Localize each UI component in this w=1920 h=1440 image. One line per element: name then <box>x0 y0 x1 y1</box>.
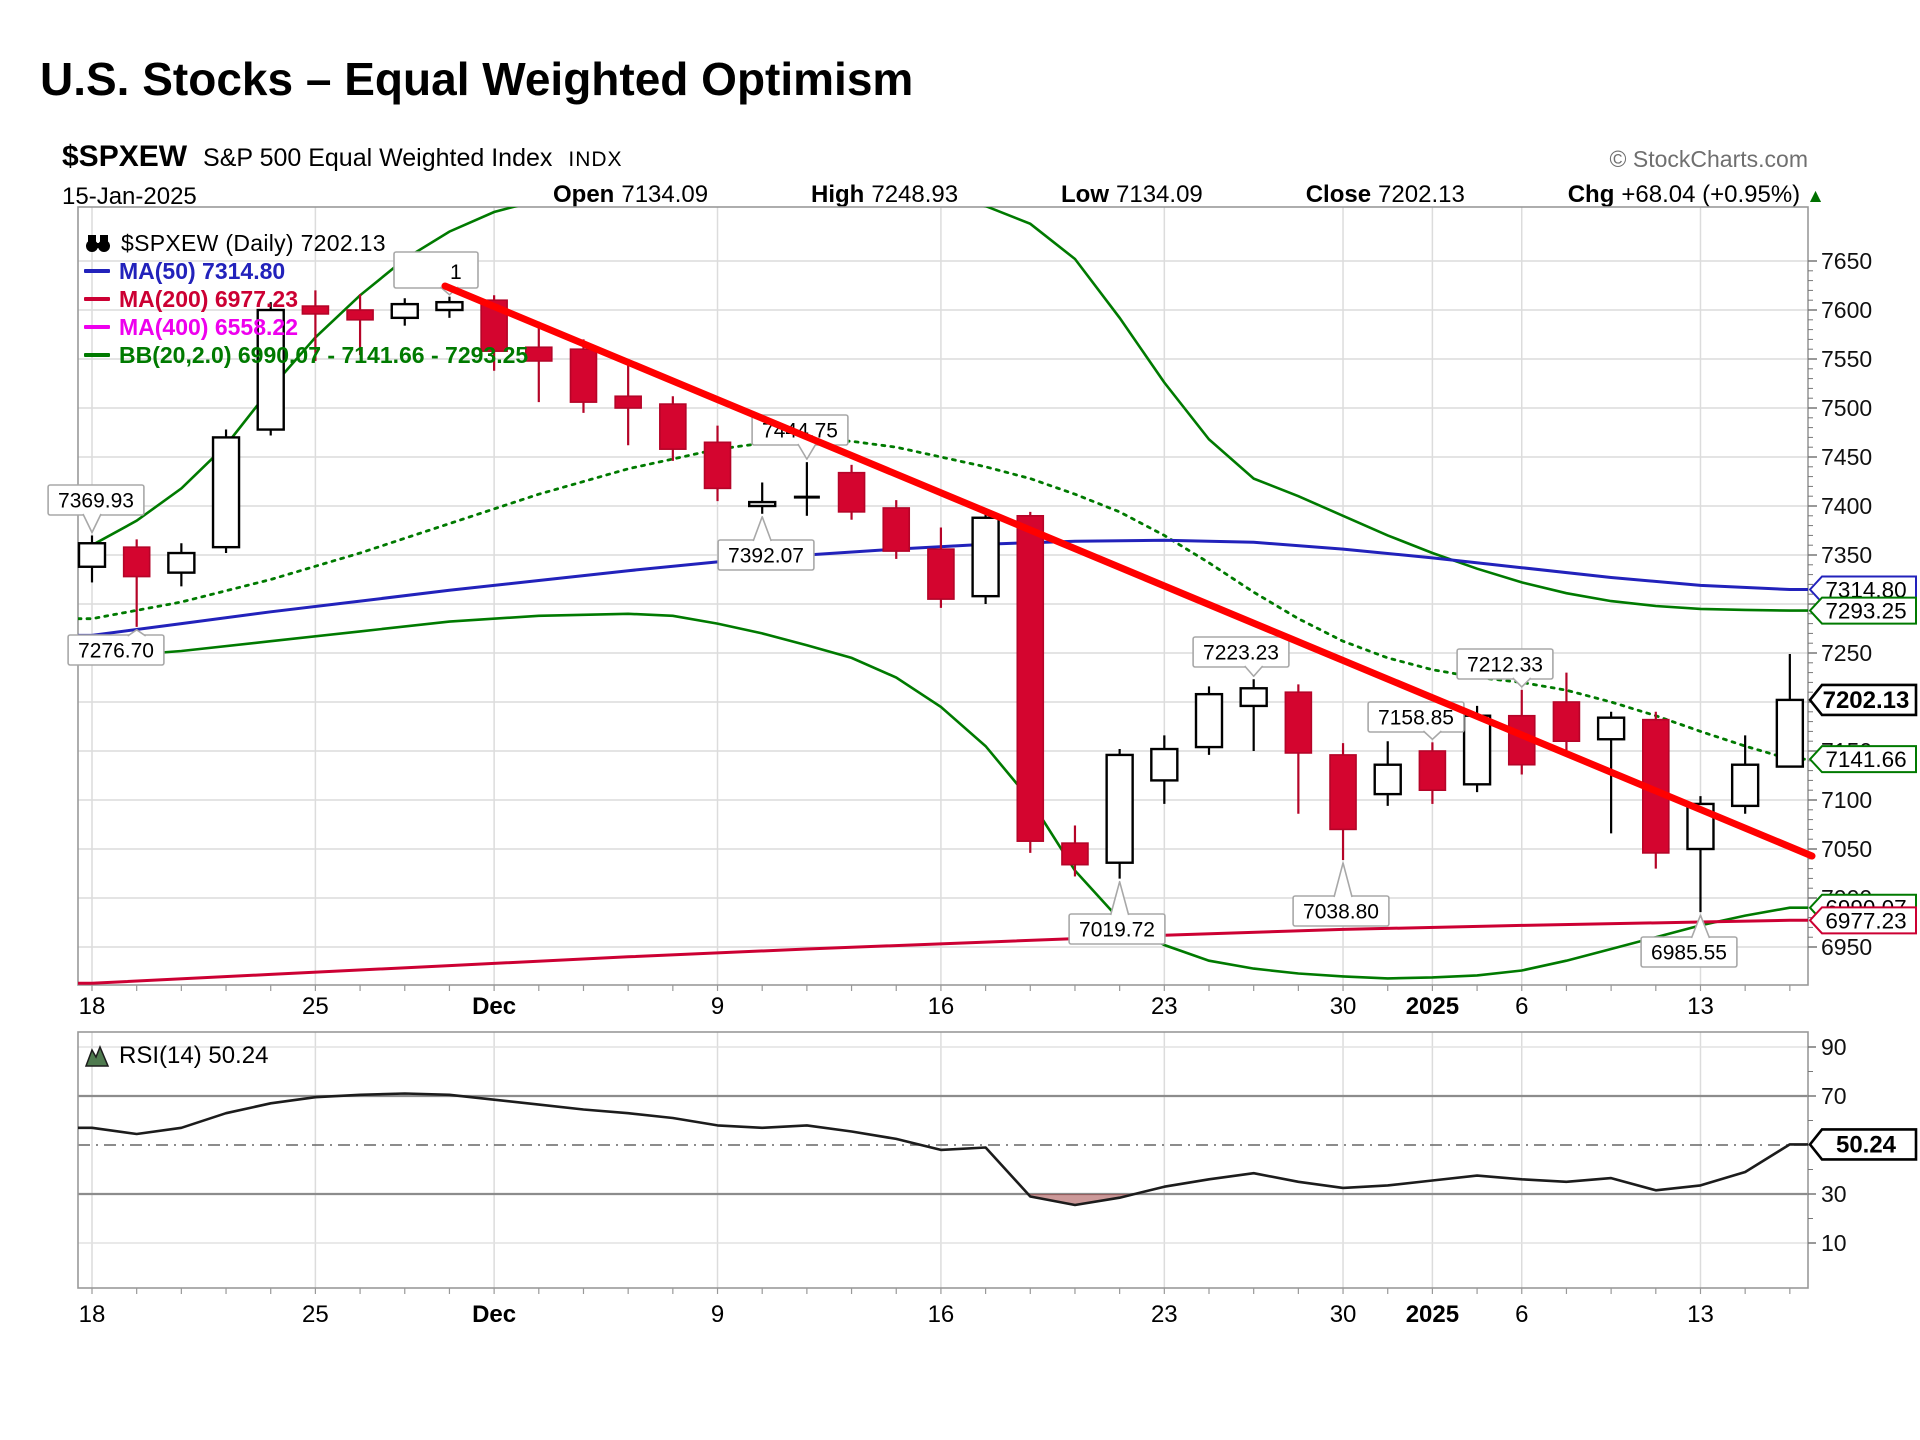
svg-text:13: 13 <box>1687 1301 1714 1328</box>
svg-text:6977.23: 6977.23 <box>1825 908 1906 933</box>
legend-ma400-label: MA(400) 6558.22 <box>119 313 298 340</box>
svg-text:25: 25 <box>302 993 329 1020</box>
bb-line-icon <box>84 353 110 357</box>
legend-bb-row: BB(20,2.0) 6990.07 - 7141.66 - 7293.25 <box>84 341 528 369</box>
ohlc-row: Open 7134.09 High 7248.93 Low 7134.09 Close… <box>553 181 1825 209</box>
svg-text:7293.25: 7293.25 <box>1825 599 1906 624</box>
svg-text:70: 70 <box>1821 1083 1847 1109</box>
svg-text:7500: 7500 <box>1821 395 1872 421</box>
svg-text:Dec: Dec <box>472 1301 516 1328</box>
svg-text:18: 18 <box>79 1301 106 1328</box>
ma50-line-icon <box>84 269 110 273</box>
open-pair: Open 7134.09 <box>553 181 709 208</box>
svg-text:50.24: 50.24 <box>1836 1131 1897 1158</box>
legend-ma50-label: MA(50) 7314.80 <box>119 257 286 284</box>
rsi-legend: RSI(14) 50.24 <box>84 1042 268 1070</box>
svg-text:23: 23 <box>1151 993 1178 1020</box>
x-axis-labels: 18 18 25 25 Dec Dec 9 9 16 16 23 23 30 30 2025 2025 6 6 13… <box>79 993 1714 1328</box>
trendline <box>441 282 1816 860</box>
stockcharts-copyright: © StockCharts.com <box>1609 146 1808 172</box>
svg-text:7369.93: 7369.93 <box>58 490 134 513</box>
svg-text:Dec: Dec <box>472 993 516 1020</box>
rsi-line <box>78 1092 1808 1207</box>
up-arrow-icon: ▲ <box>1806 186 1825 207</box>
low-pair: Low 7134.09 <box>1061 181 1203 208</box>
svg-text:10: 10 <box>1821 1230 1847 1256</box>
close-pair: Close 7202.13 <box>1305 181 1465 208</box>
svg-text:7600: 7600 <box>1821 297 1872 323</box>
svg-text:7400: 7400 <box>1821 493 1872 519</box>
svg-text:90: 90 <box>1821 1034 1847 1060</box>
chart-header: $SPXEW S&P 500 Equal Weighted Index INDX <box>62 140 623 174</box>
svg-text:9: 9 <box>711 1301 724 1328</box>
svg-text:7350: 7350 <box>1821 542 1872 568</box>
exchange: INDX <box>568 148 623 171</box>
svg-text:16: 16 <box>928 993 955 1020</box>
page-title: U.S. Stocks – Equal Weighted Optimism <box>40 53 914 105</box>
svg-text:7650: 7650 <box>1821 248 1872 274</box>
svg-text:7212.33: 7212.33 <box>1467 654 1543 677</box>
svg-text:9: 9 <box>711 993 724 1020</box>
svg-text:18: 18 <box>79 993 106 1020</box>
svg-text:6: 6 <box>1515 1301 1528 1328</box>
legend-bb-label: BB(20,2.0) 6990.07 - 7141.66 - 7293.25 <box>119 341 529 368</box>
rsi-levels <box>78 1046 1808 1244</box>
svg-text:6: 6 <box>1515 993 1528 1020</box>
ma200-line-icon <box>84 297 110 301</box>
gridlines <box>78 207 1808 1288</box>
svg-text:2025: 2025 <box>1406 1301 1459 1328</box>
change-pair: Chg +68.04 (+0.95%) ▲ <box>1567 181 1825 208</box>
svg-text:7141.66: 7141.66 <box>1825 747 1906 772</box>
svg-text:7276.70: 7276.70 <box>78 640 154 663</box>
svg-text:7050: 7050 <box>1821 836 1872 862</box>
svg-text:13: 13 <box>1687 993 1714 1020</box>
svg-text:30: 30 <box>1821 1181 1847 1207</box>
svg-text:7223.23: 7223.23 <box>1203 642 1279 665</box>
svg-text:7250: 7250 <box>1821 640 1872 666</box>
svg-text:7550: 7550 <box>1821 346 1872 372</box>
svg-text:6950: 6950 <box>1821 934 1872 960</box>
svg-text:7202.13: 7202.13 <box>1823 687 1910 714</box>
legend-symbol-row: $SPXEW (Daily) 7202.13 <box>84 229 528 257</box>
svg-text:6985.55: 6985.55 <box>1651 942 1727 965</box>
svg-text:23: 23 <box>1151 1301 1178 1328</box>
ma400-line-icon <box>84 325 110 329</box>
legend-ma50-row: MA(50) 7314.80 <box>84 257 528 285</box>
svg-text:1: 1 <box>450 261 462 284</box>
svg-text:7019.72: 7019.72 <box>1079 919 1155 942</box>
svg-text:30: 30 <box>1330 993 1357 1020</box>
svg-text:7450: 7450 <box>1821 444 1872 470</box>
bb-middle-band <box>78 437 1808 761</box>
candles <box>77 290 1805 913</box>
svg-text:2025: 2025 <box>1406 993 1459 1020</box>
svg-text:30: 30 <box>1330 1301 1357 1328</box>
price-legend: $SPXEW (Daily) 7202.13 MA(50) 7314.80 MA… <box>84 229 528 369</box>
axis-tags: 7314.807293.256990.077202.137141.666977.… <box>1808 575 1918 1161</box>
svg-text:7100: 7100 <box>1821 787 1872 813</box>
ma200-line <box>78 918 1808 985</box>
panel-borders <box>77 206 1809 1289</box>
symbol-name: S&P 500 Equal Weighted Index <box>203 144 553 172</box>
chart-date: 15-Jan-2025 <box>62 183 197 210</box>
legend-ma400-row: MA(400) 6558.22 <box>84 313 528 341</box>
axis-ticks <box>91 260 1817 1294</box>
legend-ma200-label: MA(200) 6977.23 <box>119 285 298 312</box>
binoculars-icon <box>86 235 110 252</box>
svg-text:7038.80: 7038.80 <box>1303 901 1379 924</box>
price-callouts: 7369.937276.707444.757392.077223.237158.… <box>47 414 1738 968</box>
high-pair: High 7248.93 <box>811 181 959 208</box>
area-chart-icon <box>84 1045 110 1067</box>
rsi-legend-label: RSI(14) 50.24 <box>119 1042 269 1069</box>
rsi-plot <box>78 1092 1808 1207</box>
svg-text:16: 16 <box>928 1301 955 1328</box>
legend-symbol-label: $SPXEW (Daily) 7202.13 <box>121 229 386 256</box>
svg-text:7392.07: 7392.07 <box>728 545 804 568</box>
symbol: $SPXEW <box>62 140 188 173</box>
legend-ma200-row: MA(200) 6977.23 <box>84 285 528 313</box>
svg-text:7158.85: 7158.85 <box>1378 707 1454 730</box>
svg-text:25: 25 <box>302 1301 329 1328</box>
